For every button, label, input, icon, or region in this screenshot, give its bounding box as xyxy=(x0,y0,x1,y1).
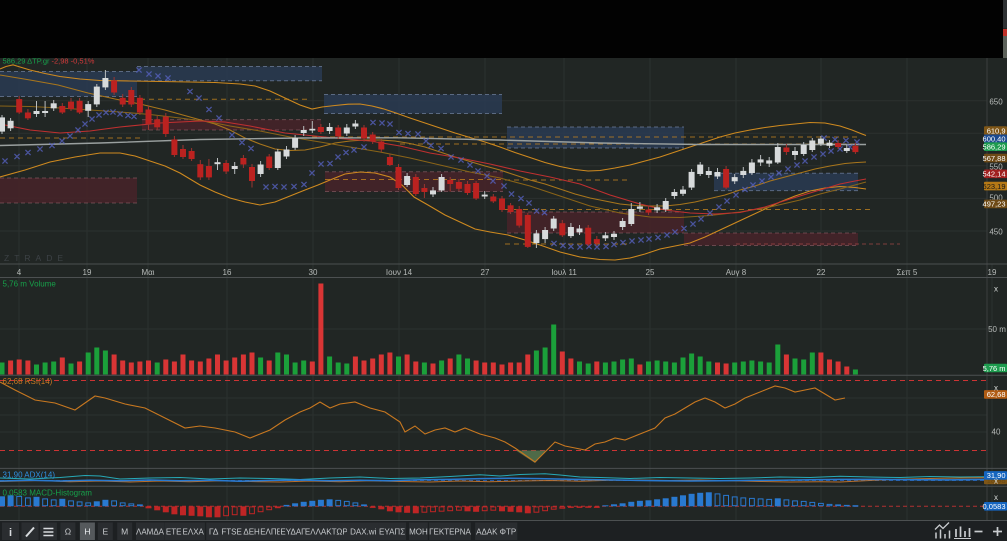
svg-text:x: x xyxy=(994,383,998,392)
svg-text:FTSE: FTSE xyxy=(221,528,241,537)
svg-text:50 m: 50 m xyxy=(988,325,1006,334)
svg-text:586,29 ΔTP.gr: 586,29 ΔTP.gr xyxy=(3,56,50,65)
svg-text:0,0583 MACD-Histogram: 0,0583 MACD-Histogram xyxy=(3,489,93,498)
svg-text:E: E xyxy=(102,527,108,537)
svg-text:ΓΕΚΤΕΡΝΑ: ΓΕΚΤΕΡΝΑ xyxy=(429,528,471,537)
svg-text:ΕΛΛΑΚΤΩΡ: ΕΛΛΑΚΤΩΡ xyxy=(305,528,348,537)
svg-text:25: 25 xyxy=(646,268,655,277)
svg-text:ΕΥΑΠΣ: ΕΥΑΠΣ xyxy=(379,528,405,537)
svg-text:27: 27 xyxy=(481,268,490,277)
svg-text:4: 4 xyxy=(17,268,22,277)
svg-text:ΕΤΕ: ΕΤΕ xyxy=(166,528,182,537)
svg-text:Ω: Ω xyxy=(65,527,71,537)
svg-text:ΛΑΜΔΑ: ΛΑΜΔΑ xyxy=(136,528,165,537)
svg-text:500: 500 xyxy=(989,194,1003,203)
svg-text:567,88: 567,88 xyxy=(983,154,1006,163)
svg-text:16: 16 xyxy=(223,268,232,277)
svg-text:550: 550 xyxy=(989,163,1003,172)
svg-text:5,76 m Volume: 5,76 m Volume xyxy=(3,280,57,289)
svg-text:ΜΟΗ: ΜΟΗ xyxy=(409,528,428,537)
svg-text:31,90: 31,90 xyxy=(987,471,1006,480)
svg-text:600,40: 600,40 xyxy=(983,135,1006,144)
svg-text:ΔΕΗ: ΔΕΗ xyxy=(243,528,260,537)
svg-text:ΕΛΧΑ: ΕΛΧΑ xyxy=(183,528,205,537)
svg-text:542,14: 542,14 xyxy=(983,170,1006,179)
svg-text:62,68 RSI(14): 62,68 RSI(14) xyxy=(3,377,53,386)
svg-text:62,68: 62,68 xyxy=(987,390,1006,399)
svg-text:Σεπ 5: Σεπ 5 xyxy=(897,268,918,277)
svg-text:523,19: 523,19 xyxy=(983,182,1006,191)
svg-text:18,98: 18,98 xyxy=(987,476,1006,485)
svg-text:5,76 m: 5,76 m xyxy=(983,364,1006,373)
svg-text:DAX.wi: DAX.wi xyxy=(350,528,376,537)
svg-text:497,23: 497,23 xyxy=(983,200,1006,209)
svg-text:ΓΔ: ΓΔ xyxy=(209,527,219,537)
svg-text:650: 650 xyxy=(989,98,1003,107)
svg-text:31,90 ADX(14): 31,90 ADX(14) xyxy=(3,471,56,480)
svg-text:ZTRADE: ZTRADE xyxy=(4,253,68,263)
svg-text:0,0583: 0,0583 xyxy=(983,502,1006,511)
svg-text:19: 19 xyxy=(83,268,92,277)
svg-text:-2,98 -0,51%: -2,98 -0,51% xyxy=(52,56,95,65)
svg-text:ΦΤΡ: ΦΤΡ xyxy=(500,528,517,537)
svg-text:i: i xyxy=(9,527,12,539)
svg-text:H: H xyxy=(84,527,90,537)
svg-text:Μαι: Μαι xyxy=(141,268,154,277)
svg-text:Ιουν 14: Ιουν 14 xyxy=(386,268,413,277)
svg-text:ΕΛΠΕ: ΕΛΠΕ xyxy=(260,528,282,537)
svg-text:30: 30 xyxy=(309,268,318,277)
svg-text:x: x xyxy=(994,284,998,293)
svg-text:450: 450 xyxy=(989,228,1003,237)
svg-text:586,29: 586,29 xyxy=(983,143,1006,152)
svg-text:x: x xyxy=(994,493,998,502)
svg-text:Αυγ 8: Αυγ 8 xyxy=(726,268,747,277)
svg-text:19: 19 xyxy=(988,268,997,277)
svg-text:ΕΥΔΑΠ: ΕΥΔΑΠ xyxy=(280,528,307,537)
svg-text:M: M xyxy=(121,527,128,537)
svg-text:610,9: 610,9 xyxy=(987,126,1006,135)
svg-text:22: 22 xyxy=(817,268,826,277)
svg-text:ΑΔΑΚ: ΑΔΑΚ xyxy=(476,528,498,537)
svg-text:x: x xyxy=(994,476,998,485)
svg-text:Ιουλ 11: Ιουλ 11 xyxy=(551,268,577,277)
svg-text:40: 40 xyxy=(992,428,1001,437)
